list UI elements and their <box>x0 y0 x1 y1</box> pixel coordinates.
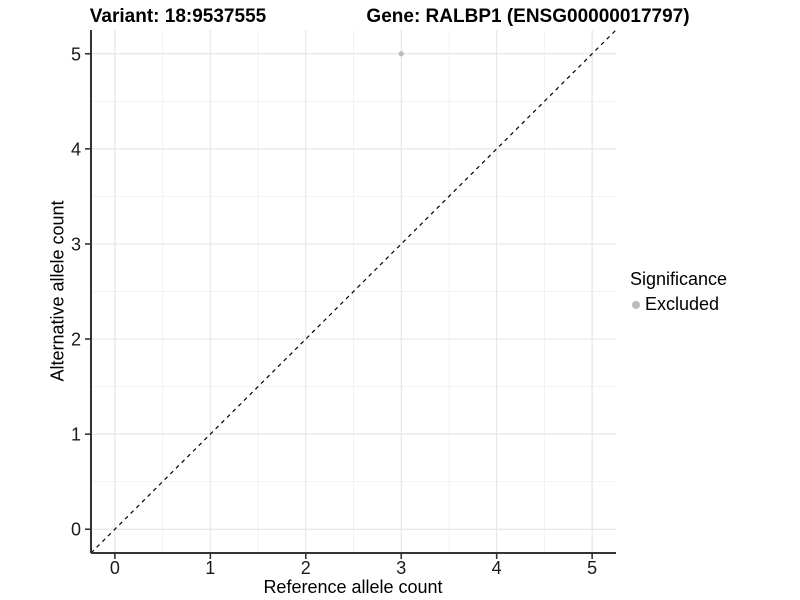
x-axis-tick-label: 1 <box>205 558 215 578</box>
x-axis-tick-label: 0 <box>110 558 120 578</box>
plot-title-variant: Variant: 18:9537555 <box>89 6 267 27</box>
y-axis-tick-label: 5 <box>71 44 81 64</box>
y-axis-tick-label: 2 <box>71 330 81 350</box>
legend-point-icon <box>632 300 640 309</box>
data-point <box>398 51 404 57</box>
identity-reference-line <box>90 29 617 554</box>
x-axis-tick-label: 2 <box>301 558 311 578</box>
plot-title-gene: Gene: RALBP1 (ENSG00000017797) <box>366 6 690 27</box>
legend: Significance Excluded <box>630 269 727 315</box>
legend-item-label: Excluded <box>645 294 720 314</box>
y-axis-tick-label: 1 <box>71 425 81 445</box>
x-axis-tick-label: 4 <box>492 558 502 578</box>
y-axis-tick-label: 3 <box>71 234 81 254</box>
legend-title: Significance <box>630 269 728 289</box>
x-axis-tick-label: 3 <box>396 558 406 578</box>
y-axis-tick-label: 4 <box>71 139 81 159</box>
y-axis-title: Alternative allele count <box>47 200 68 382</box>
y-axis-tick-label: 0 <box>71 520 81 540</box>
x-axis-tick-label: 5 <box>587 558 597 578</box>
legend-item-excluded: Excluded <box>630 294 727 315</box>
x-axis-title: Reference allele count <box>263 577 443 597</box>
